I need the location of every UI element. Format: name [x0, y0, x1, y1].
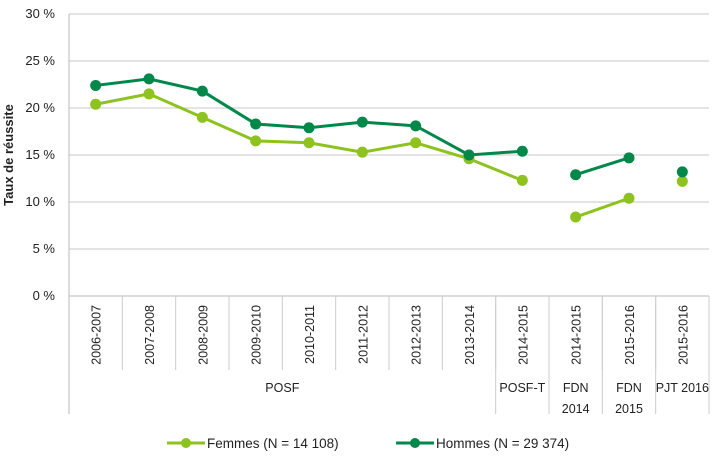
data-point [250, 118, 262, 130]
x-tick-label: 2011-2012 [356, 305, 370, 364]
group-label: PJT 2016 [656, 381, 709, 395]
data-point [143, 73, 155, 85]
legend-marker [181, 438, 191, 448]
data-point [90, 79, 102, 91]
group-label: FDN [563, 381, 589, 395]
data-point [356, 116, 368, 128]
data-point [356, 146, 368, 158]
data-point [570, 211, 582, 223]
data-point [196, 111, 208, 123]
group-label: 2015 [615, 402, 643, 416]
y-tick-label: 20 % [25, 100, 55, 115]
data-point [676, 166, 688, 178]
data-point [516, 145, 528, 157]
group-label: 2014 [562, 402, 590, 416]
x-tick-label: 2013-2014 [463, 305, 477, 365]
data-point [303, 122, 315, 134]
group-label: FDN [616, 381, 642, 395]
x-tick-label: 2014-2015 [516, 305, 530, 365]
data-point [143, 88, 155, 100]
data-point [676, 175, 688, 187]
legend-marker [410, 438, 420, 448]
series-line [95, 92, 523, 182]
y-tick-label: 25 % [25, 53, 55, 68]
x-tick-label: 2015-2016 [676, 305, 690, 365]
x-tick-label: 2015-2016 [623, 305, 637, 365]
series-line [575, 156, 630, 177]
x-tick-label: 2009-2010 [250, 305, 264, 365]
y-axis-label: Taux de réussite [1, 104, 16, 206]
group-label: POSF-T [499, 381, 545, 395]
y-tick-label: 10 % [25, 194, 55, 209]
x-tick-label: 2014-2015 [570, 305, 584, 365]
x-tick-label: 2010-2011 [303, 305, 317, 364]
data-point [250, 135, 262, 147]
data-point [410, 137, 422, 149]
data-point [623, 152, 635, 164]
data-point [410, 120, 422, 132]
x-tick-label: 2006-2007 [90, 305, 104, 365]
y-tick-label: 5 % [33, 241, 56, 256]
y-tick-label: 30 % [25, 6, 55, 21]
data-point [463, 149, 475, 161]
data-point [623, 192, 635, 204]
x-tick-label: 2008-2009 [196, 305, 210, 365]
data-point [303, 137, 315, 149]
series-line [575, 196, 630, 219]
group-label: POSF [265, 381, 299, 395]
x-tick-label: 2012-2013 [410, 305, 424, 365]
data-point [516, 174, 528, 186]
data-point [196, 85, 208, 97]
y-tick-label: 15 % [25, 147, 55, 162]
legend-label: Femmes (N = 14 108) [207, 436, 339, 451]
data-point [570, 169, 582, 181]
data-point [90, 98, 102, 110]
x-tick-label: 2007-2008 [143, 305, 157, 365]
y-tick-label: 0 % [33, 288, 56, 303]
legend-label: Hommes (N = 29 374) [436, 436, 569, 451]
